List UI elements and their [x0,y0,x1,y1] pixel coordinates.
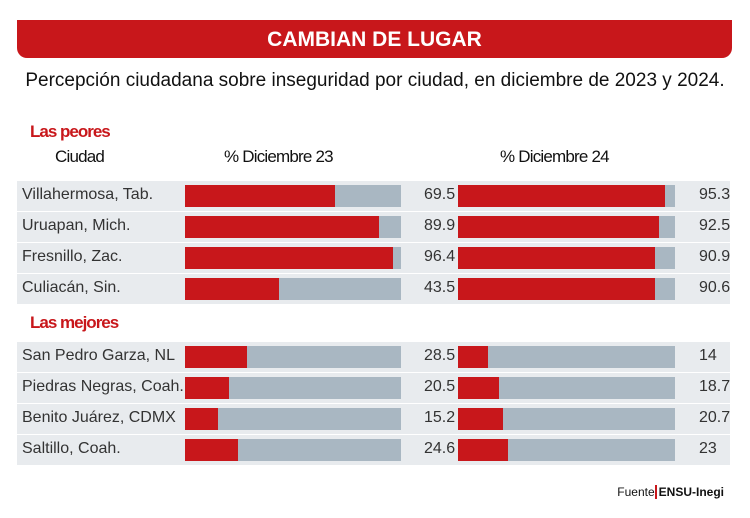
bar-dec23 [185,278,279,300]
value-dec24: 20.7 [699,409,731,426]
table-row: Fresnillo, Zac. 96.4 90.9 [17,243,730,273]
value-dec23: 24.6 [424,440,456,457]
city-label: Villahermosa, Tab. [22,186,154,203]
value-dec24: 90.9 [699,248,731,265]
column-header-dec24: % Diciembre 24 [500,147,610,166]
bar-dec23 [185,408,218,430]
table-row: Villahermosa, Tab. 69.5 95.3 [17,181,730,211]
bar-track-dec24 [458,247,675,269]
bar-track-dec23 [185,377,401,399]
bar-track-dec24 [458,408,675,430]
value-dec24: 23 [699,440,717,457]
value-dec24: 18.7 [699,378,731,395]
bar-dec23 [185,346,247,368]
value-dec23: 28.5 [424,347,456,364]
value-dec23: 89.9 [424,217,456,234]
bar-track-dec23 [185,247,401,269]
source-value: ENSU-Inegi [654,485,724,499]
bar-dec23 [185,247,394,269]
value-dec23: 69.5 [424,186,456,203]
bar-dec24 [458,439,508,461]
bar-dec24 [458,408,503,430]
city-label: Saltillo, Coah. [22,440,121,457]
value-dec24: 92.5 [699,217,731,234]
value-dec23: 43.5 [424,279,456,296]
table-row: Uruapan, Mich. 89.9 92.5 [17,212,730,242]
bar-track-dec24 [458,346,675,368]
bar-dec24 [458,377,499,399]
column-header-city: Ciudad [55,147,105,166]
table-row: Benito Juárez, CDMX 15.2 20.7 [17,404,730,434]
group-label-best: Las mejores [30,313,119,332]
bar-track-dec24 [458,439,675,461]
table-row: Culiacán, Sin. 43.5 90.6 [17,274,730,304]
value-dec24: 90.6 [699,279,731,296]
bar-track-dec24 [458,278,675,300]
source: Fuente ENSU-Inegi [617,485,724,499]
value-dec24: 14 [699,347,717,364]
column-header-dec23: % Diciembre 23 [224,147,334,166]
bar-track-dec24 [458,377,675,399]
city-label: Fresnillo, Zac. [22,248,123,265]
bar-track-dec23 [185,278,401,300]
bar-track-dec23 [185,185,401,207]
subtitle: Percepción ciudadana sobre inseguridad p… [25,70,725,91]
bar-track-dec23 [185,408,401,430]
city-label: Culiacán, Sin. [22,279,121,296]
bar-dec23 [185,185,336,207]
bar-dec23 [185,439,239,461]
value-dec23: 96.4 [424,248,456,265]
bar-dec24 [458,278,655,300]
city-label: Benito Juárez, CDMX [22,409,176,426]
bar-track-dec24 [458,216,675,238]
bar-dec24 [458,216,659,238]
value-dec24: 95.3 [699,186,731,203]
city-label: Uruapan, Mich. [22,217,131,234]
bar-dec24 [458,185,665,207]
bar-track-dec23 [185,216,401,238]
bar-dec23 [185,377,230,399]
bar-track-dec23 [185,439,401,461]
city-label: San Pedro Garza, NL [22,347,175,364]
table-row: Saltillo, Coah. 24.6 23 [17,435,730,465]
city-label: Piedras Negras, Coah. [22,378,184,395]
table-row: Piedras Negras, Coah. 20.5 18.7 [17,373,730,403]
table-row: San Pedro Garza, NL 28.5 14 [17,342,730,372]
title-banner: CAMBIAN DE LUGAR [17,20,732,58]
value-dec23: 20.5 [424,378,456,395]
value-dec23: 15.2 [424,409,456,426]
bar-dec24 [458,247,656,269]
bar-track-dec23 [185,346,401,368]
source-label: Fuente [617,485,655,499]
group-label-worst: Las peores [30,122,111,141]
bar-dec24 [458,346,489,368]
bar-dec23 [185,216,380,238]
bar-track-dec24 [458,185,675,207]
